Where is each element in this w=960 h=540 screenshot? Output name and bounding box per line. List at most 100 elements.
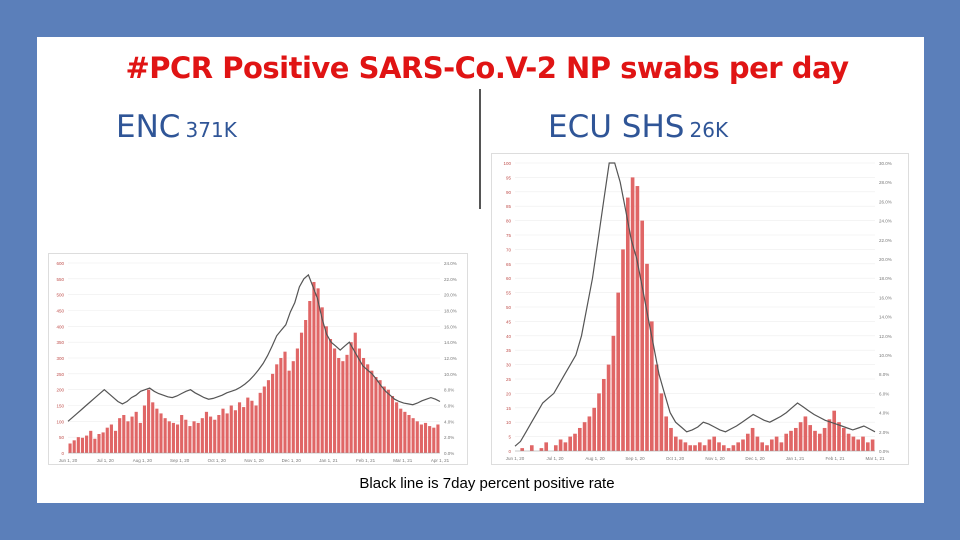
ecu-chart-y2-tick-label: 4.0% xyxy=(879,411,889,416)
enc-chart-bar xyxy=(113,430,118,453)
ecu-chart-bar xyxy=(774,436,779,451)
enc-chart-bar xyxy=(423,422,428,453)
ecu-chart-y-tick-label: 100 xyxy=(503,161,511,166)
enc-chart-y-tick-label: 500 xyxy=(56,293,64,298)
ecu-chart-bar xyxy=(597,393,601,451)
enc-chart-y2-tick-label: 6.0% xyxy=(444,404,454,409)
ecu-chart-bar xyxy=(731,445,736,451)
enc-chart-bar xyxy=(151,402,155,453)
enc-chart-bar xyxy=(258,392,262,453)
enc-chart-rate-line xyxy=(67,273,441,422)
ecu-chart-y-tick-label: 75 xyxy=(506,233,512,238)
ecu-chart-y-tick-label: 5 xyxy=(508,435,511,440)
enc-chart-y2-tick-label: 20.0% xyxy=(444,293,457,298)
ecu-chart-bar xyxy=(755,436,760,451)
enc-chart-bar xyxy=(308,301,312,453)
enc-chart-y2-tick-label: 16.0% xyxy=(444,324,457,329)
enc-chart-bar xyxy=(242,407,246,453)
enc-chart-y2-tick-label: 2.0% xyxy=(444,435,454,440)
enc-chart-bar xyxy=(97,434,101,453)
enc-chart-bar xyxy=(229,405,233,453)
ecu-chart-bar xyxy=(568,436,573,451)
enc-chart-y2-tick-label: 22.0% xyxy=(444,277,457,282)
ecu-chart-y-tick-label: 30 xyxy=(506,363,512,368)
ecu-chart-x-tick-label: Feb 1, 21 xyxy=(825,456,845,461)
ecu-chart-bar xyxy=(712,436,717,451)
enc-chart-bar xyxy=(175,424,180,453)
enc-chart-bar xyxy=(283,351,287,453)
enc-chart-bar xyxy=(386,389,390,453)
ecu-chart-bar xyxy=(553,445,558,451)
enc-chart-bar xyxy=(279,358,283,453)
ecu-chart-bar xyxy=(750,427,755,451)
ecu-count: 26K xyxy=(689,118,729,142)
enc-chart-bar xyxy=(118,418,122,453)
ecu-chart-y2-tick-label: 22.0% xyxy=(879,238,892,243)
ecu-chart-bar xyxy=(726,448,731,451)
ecu-chart-bar xyxy=(745,433,750,451)
ecu-chart-bar xyxy=(765,445,769,451)
ecu-chart-y2-tick-label: 12.0% xyxy=(879,334,892,339)
ecu-chart-bar xyxy=(697,442,702,451)
enc-chart-bar xyxy=(415,421,419,453)
enc-chart-bar xyxy=(399,408,403,453)
ecu-chart-bar xyxy=(669,427,673,451)
enc-chart-bar xyxy=(233,410,237,453)
ecu-chart-bar xyxy=(789,430,793,451)
enc-chart-bar xyxy=(432,427,436,453)
enc-chart-y-tick-label: 450 xyxy=(56,309,64,314)
enc-chart-bar xyxy=(167,421,171,453)
enc-chart-bar xyxy=(333,348,337,453)
ecu-chart-x-tick-label: Oct 1, 20 xyxy=(666,456,685,461)
enc-heading: ENC 371K xyxy=(116,109,237,145)
enc-chart-bar xyxy=(304,320,308,453)
enc-chart-bar xyxy=(217,415,221,453)
ecu-chart-bar xyxy=(870,439,875,451)
ecu-chart-bar xyxy=(616,292,621,451)
enc-chart-y-tick-label: 550 xyxy=(56,277,64,282)
ecu-chart-y-tick-label: 50 xyxy=(506,305,512,310)
ecu-chart-y2-tick-label: 28.0% xyxy=(879,180,892,185)
enc-chart-bar xyxy=(341,361,345,453)
enc-chart: 0 50 100 150 200 250 300 350 400 450 500 550 600 0.0%… xyxy=(48,253,468,465)
slide: #PCR Positive SARS-Co.V-2 NP swabs per d… xyxy=(37,37,924,503)
ecu-chart-bar xyxy=(664,416,669,451)
enc-chart-bar xyxy=(366,364,370,453)
enc-chart-bar xyxy=(349,342,353,453)
enc-chart-y2-tick-label: 14.0% xyxy=(444,340,457,345)
ecu-chart-y-tick-label: 95 xyxy=(506,175,512,180)
caption: Black line is 7day percent positive rate xyxy=(359,475,615,492)
ecu-chart-bar xyxy=(625,197,630,451)
enc-chart-bar xyxy=(382,386,386,453)
enc-chart-y2-tick-label: 10.0% xyxy=(444,372,457,377)
ecu-chart-bar xyxy=(659,393,664,451)
ecu-chart-bar xyxy=(630,177,635,451)
enc-chart-bar xyxy=(213,419,217,453)
ecu-chart-y2-tick-label: 0.0% xyxy=(879,449,889,454)
ecu-chart-bar xyxy=(793,427,798,451)
ecu-chart-y2-tick-label: 8.0% xyxy=(879,372,889,377)
enc-chart-bar xyxy=(275,364,279,453)
enc-name: ENC xyxy=(116,109,181,145)
ecu-chart: 0 5 10 15 20 25 30 35 40 45 50 55 60 65 70 75 80 85 90 95 10… xyxy=(491,153,909,465)
ecu-chart-bar xyxy=(717,442,721,451)
enc-chart-bar xyxy=(403,411,407,453)
enc-chart-bar xyxy=(76,437,80,453)
enc-chart-y-tick-label: 50 xyxy=(59,435,65,440)
ecu-chart-bar xyxy=(592,407,597,451)
ecu-chart-bar xyxy=(693,445,697,451)
enc-chart-bar xyxy=(130,416,134,453)
ecu-chart-bar xyxy=(573,433,577,451)
enc-chart-bar xyxy=(93,438,97,453)
enc-chart-bar xyxy=(101,432,105,453)
ecu-chart-bar xyxy=(779,442,784,451)
enc-chart-y-tick-label: 400 xyxy=(56,324,64,329)
ecu-chart-bar xyxy=(769,439,774,451)
ecu-chart-bar xyxy=(865,442,870,451)
enc-chart-bar xyxy=(142,405,147,453)
ecu-chart-y-tick-label: 55 xyxy=(506,291,512,296)
enc-chart-bar xyxy=(237,402,242,453)
ecu-chart-y2-tick-label: 16.0% xyxy=(879,295,892,300)
enc-chart-y-tick-label: 350 xyxy=(56,340,64,345)
ecu-chart-bar xyxy=(520,448,525,451)
